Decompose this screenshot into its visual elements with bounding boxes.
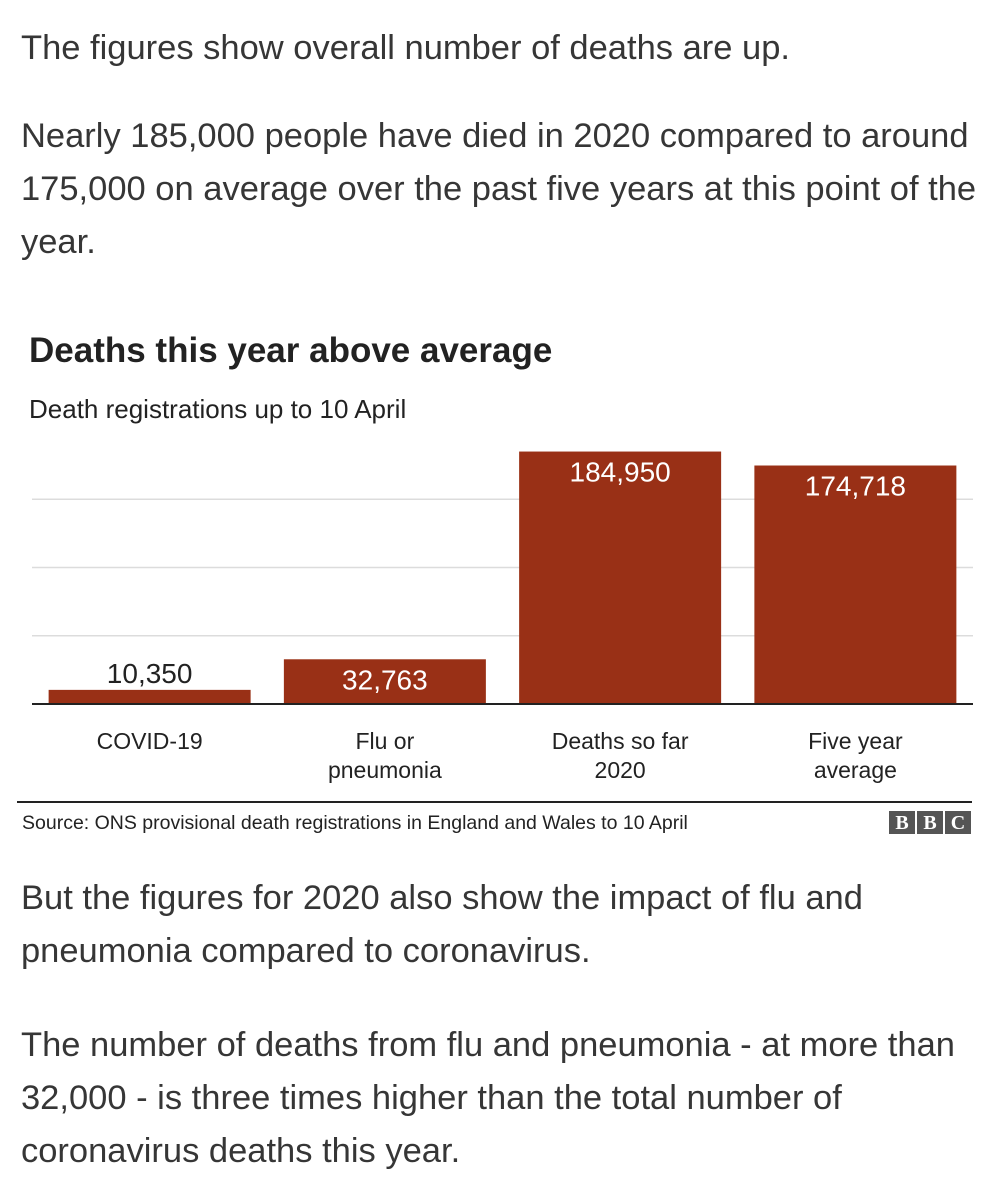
x-tick-label: pneumonia [328, 757, 442, 783]
logo-block: B [889, 811, 915, 834]
bbc-logo: B B C [889, 811, 971, 834]
x-tick-label: average [814, 757, 897, 783]
x-tick-label: 2020 [595, 757, 646, 783]
chart-title: Deaths this year above average [29, 331, 553, 370]
logo-block: C [945, 811, 971, 834]
chart-source: Source: ONS provisional death registrati… [22, 812, 688, 834]
bar [48, 689, 251, 704]
x-tick-label: Five year [808, 728, 903, 754]
bar [519, 451, 722, 704]
paragraph-intro: The figures show overall number of death… [21, 29, 791, 67]
paragraph-comparison: Nearly 185,000 people have died in 2020 … [21, 117, 977, 261]
bar-value-label: 174,718 [805, 471, 906, 502]
chart-subtitle: Death registrations up to 10 April [29, 394, 407, 424]
x-tick-label: COVID-19 [97, 728, 203, 754]
bar [283, 659, 486, 704]
paragraph-flu-impact: But the figures for 2020 also show the i… [21, 879, 863, 970]
paragraph-flu-vs-covid: The number of deaths from flu and pneumo… [21, 1026, 955, 1170]
bar-value-label: 10,350 [107, 658, 193, 689]
bar [754, 465, 957, 704]
bar-value-label: 184,950 [570, 457, 671, 488]
x-tick-label: Flu or [355, 728, 414, 754]
bar-value-label: 32,763 [342, 664, 428, 695]
x-tick-label: Deaths so far [552, 728, 689, 754]
source-divider [17, 801, 972, 803]
logo-block: B [917, 811, 943, 834]
